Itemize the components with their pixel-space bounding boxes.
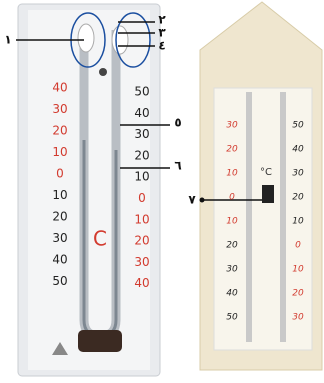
scale-label: 30 <box>52 231 67 245</box>
scale-label: 50 <box>134 85 149 99</box>
glass-tube <box>246 92 252 342</box>
label: ٧ <box>188 193 196 207</box>
scale-label: 10 <box>134 212 149 226</box>
scale-label: 30 <box>52 102 67 116</box>
scale-label: 0 <box>295 241 301 251</box>
scale-label: 30 <box>226 265 238 275</box>
scale-label: 20 <box>134 148 149 162</box>
scale-label: 20 <box>52 124 67 138</box>
bulb <box>112 26 128 54</box>
unit: °C <box>260 167 272 178</box>
pointer-dot <box>200 198 205 203</box>
scale-label: 0 <box>138 191 146 205</box>
label: ١ <box>4 33 11 47</box>
scale-label: 40 <box>52 253 67 267</box>
scale-label: 10 <box>292 265 304 275</box>
scale-label: 40 <box>134 106 149 120</box>
scale-label: 20 <box>226 241 238 251</box>
scale-label: 30 <box>226 121 238 131</box>
glass-tube <box>280 92 286 342</box>
index-marker <box>262 185 274 203</box>
scale-label: 10 <box>292 217 304 227</box>
label: ٢ <box>158 13 166 27</box>
unit: C <box>93 227 107 251</box>
scale-label: 30 <box>134 127 149 141</box>
scale-label: 40 <box>292 145 304 155</box>
label: ٦ <box>174 159 181 173</box>
scale-label: 50 <box>292 121 304 131</box>
scale-label: 30 <box>292 169 304 179</box>
scale-label: 40 <box>52 81 67 95</box>
scale-label: 10 <box>52 145 67 159</box>
label: ٣ <box>158 26 166 40</box>
scale-label: 0 <box>229 193 235 203</box>
scale-label: 40 <box>134 276 149 290</box>
scale-label: 50 <box>52 274 67 288</box>
scale-label: 30 <box>134 255 149 269</box>
scale-label: 20 <box>292 289 304 299</box>
label: ٥ <box>174 116 181 130</box>
base <box>78 330 122 352</box>
scale-label: 20 <box>52 210 67 224</box>
scale-label: 40 <box>226 289 238 299</box>
label: ٤ <box>158 39 165 53</box>
scale-label: 10 <box>134 170 149 184</box>
scale-label: 10 <box>52 188 67 202</box>
scale-label: 20 <box>134 234 149 248</box>
scale-label: 10 <box>226 217 238 227</box>
scene: C °C ١ ٢ ٣ ٤ ٥ ٦ ٧ 40 30 20 10 0 10 20 30 40 50 50… <box>0 0 324 379</box>
scale-label: 0 <box>56 167 64 181</box>
scale-label: 20 <box>292 193 304 203</box>
knob <box>99 68 107 76</box>
scale-label: 50 <box>226 313 238 323</box>
scale-label: 10 <box>226 169 238 179</box>
bulb <box>78 24 94 52</box>
scale-plate <box>28 10 150 370</box>
scale-label: 20 <box>226 145 238 155</box>
scale-label: 30 <box>292 313 304 323</box>
